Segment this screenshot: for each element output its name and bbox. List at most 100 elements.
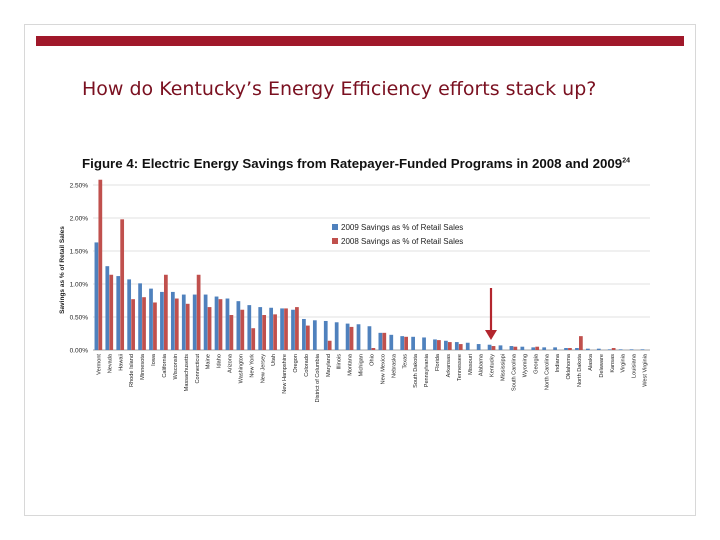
bar-2009 bbox=[345, 323, 350, 350]
x-tick-label: South Carolina bbox=[511, 353, 517, 391]
bar-2008 bbox=[174, 298, 179, 350]
bar-2009 bbox=[160, 291, 164, 350]
bar-2008 bbox=[196, 274, 201, 350]
x-tick-label: Nebraska bbox=[391, 353, 397, 378]
bar-2009 bbox=[225, 298, 230, 350]
bar-2008 bbox=[447, 342, 452, 350]
bar-2008 bbox=[120, 219, 125, 350]
x-tick-label: Idaho bbox=[217, 354, 223, 368]
x-tick-label: South Dakota bbox=[413, 353, 419, 388]
bar-2009 bbox=[170, 291, 175, 350]
bar-2009 bbox=[454, 342, 459, 350]
bar-2008 bbox=[218, 299, 223, 350]
x-tick-label: Iowa bbox=[151, 353, 157, 366]
bar-2008 bbox=[240, 309, 245, 350]
x-tick-label: Tennessee bbox=[457, 354, 463, 381]
x-tick-label: Wisconsin bbox=[173, 354, 179, 380]
bar-2009 bbox=[498, 345, 503, 350]
x-tick-label: West Virginia bbox=[643, 353, 649, 387]
bar-2008 bbox=[513, 346, 518, 350]
x-tick-label: Georgia bbox=[533, 353, 539, 374]
bar-2008 bbox=[295, 307, 299, 350]
slide-frame bbox=[24, 24, 696, 516]
bar-2009 bbox=[302, 318, 306, 350]
x-tick-label: District of Columbia bbox=[315, 353, 321, 402]
bar-2009 bbox=[542, 347, 547, 350]
x-tick-label: California bbox=[162, 353, 168, 378]
bar-2008 bbox=[437, 340, 441, 350]
bar-2009 bbox=[94, 242, 99, 350]
bar-2008 bbox=[305, 325, 310, 350]
x-tick-label: New York bbox=[249, 354, 255, 378]
bar-2008 bbox=[327, 340, 332, 350]
y-tick-label: 0.00% bbox=[70, 348, 89, 355]
y-axis-label: Savings as % of Retail Sales bbox=[59, 226, 66, 314]
bar-2009 bbox=[280, 308, 284, 350]
bar-2008 bbox=[131, 299, 135, 350]
bar-2009 bbox=[214, 296, 219, 350]
x-tick-label: Maine bbox=[206, 354, 212, 369]
bar-2008 bbox=[185, 303, 190, 350]
bar-2008 bbox=[371, 348, 376, 350]
bar-2009 bbox=[575, 348, 579, 350]
bar-2008 bbox=[153, 302, 157, 350]
bar-2009 bbox=[192, 294, 197, 350]
bar-2009 bbox=[181, 294, 186, 350]
x-tick-label: Ohio bbox=[370, 354, 376, 366]
bar-2009 bbox=[596, 348, 601, 350]
bar-2008 bbox=[382, 332, 387, 350]
bar-2009 bbox=[607, 349, 612, 350]
slide-title: How do Kentucky’s Energy Efficiency effo… bbox=[82, 78, 597, 100]
bar-2008 bbox=[579, 336, 583, 350]
x-tick-label: Pennsylvania bbox=[424, 353, 430, 387]
bar-2009 bbox=[564, 348, 568, 350]
title-accent-bar bbox=[36, 36, 684, 46]
legend-label-2009: 2009 Savings as % of Retail Sales bbox=[341, 223, 463, 232]
x-tick-label: Montana bbox=[348, 353, 354, 376]
bar-2009 bbox=[629, 349, 634, 350]
bar-2009 bbox=[334, 322, 339, 350]
x-tick-label: Massachusetts bbox=[184, 354, 190, 392]
bar-2008 bbox=[109, 274, 114, 350]
x-tick-label: Delaware bbox=[599, 354, 605, 378]
bar-2008 bbox=[207, 307, 212, 350]
x-tick-label: New Mexico bbox=[380, 354, 386, 384]
x-tick-label: Utah bbox=[271, 354, 277, 366]
legend: 2009 Savings as % of Retail Sales 2008 S… bbox=[332, 223, 463, 246]
bar-2009 bbox=[509, 346, 514, 350]
bar-2009 bbox=[553, 347, 557, 350]
bar-2008 bbox=[611, 348, 616, 350]
x-tick-label: Arkansas bbox=[446, 354, 452, 378]
bar-2009 bbox=[476, 344, 481, 350]
y-tick-label: 2.00% bbox=[70, 216, 89, 223]
bar-2009 bbox=[138, 283, 142, 350]
bar-2008 bbox=[163, 274, 168, 350]
bar-2009 bbox=[105, 266, 110, 350]
x-tick-label: Rhode Island bbox=[129, 354, 135, 387]
bar-2009 bbox=[411, 336, 415, 350]
bar-2008 bbox=[98, 179, 103, 350]
y-tick-label: 1.00% bbox=[70, 282, 89, 289]
x-tick-label: Arizona bbox=[228, 353, 234, 373]
x-tick-label: Alaska bbox=[588, 353, 594, 371]
x-tick-label: North Dakota bbox=[577, 353, 583, 387]
y-tick-label: 1.50% bbox=[70, 249, 89, 256]
bar-2008 bbox=[273, 314, 277, 350]
x-tick-label: Indiana bbox=[555, 353, 561, 372]
x-tick-label: Alabama bbox=[479, 353, 485, 376]
bar-2008 bbox=[229, 315, 234, 350]
bar-2008 bbox=[535, 346, 540, 350]
bar-2009 bbox=[400, 336, 405, 350]
legend-swatch-2008 bbox=[332, 238, 338, 244]
x-tick-label: Texas bbox=[402, 354, 408, 369]
bar-2009 bbox=[465, 342, 470, 350]
y-tick-label: 2.50% bbox=[70, 183, 89, 190]
x-tick-label: Michigan bbox=[359, 354, 365, 376]
bar-2009 bbox=[586, 348, 590, 350]
x-tick-label: Washington bbox=[238, 354, 244, 383]
figure-title-footnote: 24 bbox=[622, 157, 630, 165]
x-tick-label: Oklahoma bbox=[566, 353, 572, 379]
bar-2009 bbox=[618, 349, 623, 350]
x-tick-label: Hawaii bbox=[118, 354, 124, 371]
